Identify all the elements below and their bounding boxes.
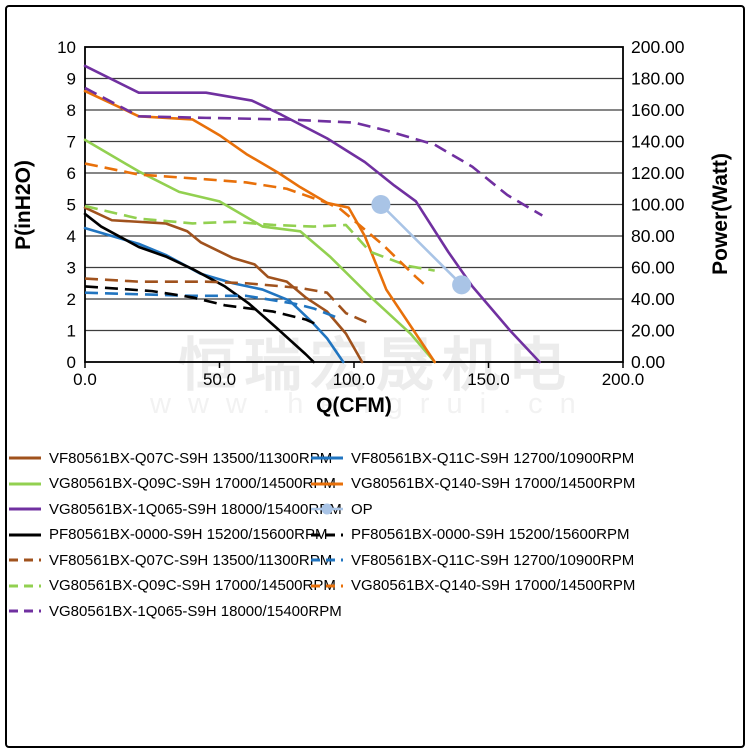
series-vg80561bx-q140-s9h-17000-14500rpm-dashed: [84, 162, 428, 288]
op-point-marker: [452, 275, 472, 295]
legend-item: VG80561BX-1Q065-S9H 18000/15400RPM: [8, 602, 342, 620]
legend-label: VF80561BX-Q11C-S9H 12700/10900RPM: [351, 551, 635, 569]
y-left-tick-label: 2: [67, 290, 76, 309]
series-pf80561bx-0000-s9h-15200-15600rpm-dashed: [84, 285, 317, 326]
legend-swatch-solid: [9, 533, 41, 536]
legend-item: VG80561BX-1Q065-S9H 18000/15400RPM: [8, 500, 342, 518]
series-vg80561bx-1q065-s9h-18000-15400rpm-dashed: [84, 86, 543, 217]
legend-label: VF80561BX-Q11C-S9H 12700/10900RPM: [351, 449, 635, 467]
legend-label: VF80561BX-Q07C-S9H 13500/11300RPM: [49, 449, 333, 467]
legend-item: VF80561BX-Q11C-S9H 12700/10900RPM: [310, 449, 634, 467]
y-right-tick-label: 120.00: [631, 163, 685, 183]
y-right-tick-label: 180.00: [631, 69, 685, 89]
y-left-tick-label: 5: [67, 196, 76, 215]
legend-item: VG80561BX-Q140-S9H 17000/14500RPM: [310, 475, 635, 493]
x-tick-label: 0.0: [73, 370, 97, 389]
series-vg80561bx-q09c-s9h-17000-14500rpm-dashed: [84, 204, 435, 272]
y-left-tick-label: 9: [67, 70, 76, 89]
y-left-tick-label: 7: [67, 133, 76, 152]
legend-swatch-solid: [9, 456, 41, 460]
legend-label: VG80561BX-1Q065-S9H 18000/15400RPM: [49, 602, 342, 620]
legend-label: PF80561BX-0000-S9H 15200/15600RPM: [351, 526, 630, 543]
series-vf80561bx-q11c-s9h-12700-10900rpm-dashed: [84, 291, 339, 320]
legend-item: VG80561BX-Q09C-S9H 17000/14500RPM: [8, 475, 336, 493]
legend-label: OP: [351, 500, 373, 518]
legend-item: VF80561BX-Q07C-S9H 13500/11300RPM: [8, 551, 332, 569]
series-vg80561bx-q09c-s9h-17000-14500rpm-solid: [83, 138, 437, 364]
y-left-tick-label: 3: [67, 259, 76, 278]
legend-swatch-solid: [9, 507, 41, 511]
watermark-company-name: 恒瑞宏晟机电: [178, 333, 575, 398]
legend-swatch-solid: [311, 456, 343, 460]
x-tick-label: 200.0: [602, 370, 645, 389]
y-right-tick-label: 80.00: [631, 226, 675, 246]
y-left-axis-title: P(inH2O): [12, 160, 35, 250]
legend-label: VG80561BX-1Q065-S9H 18000/15400RPM: [49, 500, 342, 518]
series-vg80561bx-q140-s9h-17000-14500rpm-solid: [83, 89, 437, 364]
legend-swatch-dashed: [311, 584, 343, 587]
legend-item: OP: [310, 500, 373, 518]
y-right-tick-label: 20.00: [631, 321, 675, 341]
y-right-tick-label: 0.00: [631, 352, 665, 372]
x-tick-label: 100.0: [333, 370, 376, 389]
legend-label: VG80561BX-Q140-S9H 17000/14500RPM: [351, 577, 636, 594]
legend-label: VG80561BX-Q09C-S9H 17000/14500RPM: [49, 577, 336, 594]
y-right-tick-label: 160.00: [631, 100, 685, 120]
x-tick-label: 50.0: [203, 370, 236, 389]
legend-swatch-op: [311, 503, 343, 515]
y-left-tick-label: 0: [67, 353, 76, 372]
y-right-axis-title: Power(Watt): [709, 153, 732, 275]
y-right-tick-label: 200.00: [631, 37, 685, 57]
legend-swatch-dashed: [9, 558, 41, 562]
legend-item: PF80561BX-0000-S9H 15200/15600RPM: [8, 526, 328, 544]
legend-swatch-dashed: [9, 584, 41, 587]
legend-item: VG80561BX-Q09C-S9H 17000/14500RPM: [8, 577, 336, 595]
series-pf80561bx-0000-s9h-15200-15600rpm-solid: [83, 212, 315, 364]
y-right-tick-label: 140.00: [631, 132, 685, 152]
legend-item: VF80561BX-Q07C-S9H 13500/11300RPM: [8, 449, 332, 467]
pq-performance-chart: 0.0 50.0 100.0 150.0 200.00123456789100.0020…: [12, 37, 732, 417]
legend-item: VG80561BX-Q140-S9H 17000/14500RPM: [310, 577, 635, 595]
x-tick-label: 150.0: [467, 370, 510, 389]
legend-item: PF80561BX-0000-S9H 15200/15600RPM: [310, 526, 630, 544]
legend-swatch-dashed: [9, 609, 41, 613]
op-point-marker: [371, 195, 391, 214]
y-left-tick-label: 4: [67, 227, 76, 246]
series-vf80561bx-q07c-s9h-13500-11300rpm-solid: [83, 206, 364, 364]
y-left-tick-label: 8: [67, 101, 76, 120]
legend-label: PF80561BX-0000-S9H 15200/15600RPM: [49, 526, 328, 543]
y-right-tick-label: 60.00: [631, 258, 675, 278]
legend-swatch-solid: [9, 482, 41, 485]
y-right-tick-label: 100.00: [631, 195, 685, 215]
y-right-tick-label: 40.00: [631, 289, 675, 309]
legend-label: VG80561BX-Q09C-S9H 17000/14500RPM: [49, 475, 336, 492]
x-axis-title: Q(CFM): [316, 394, 392, 417]
watermark-website-url: www.hengrui.cn: [150, 388, 593, 420]
legend-item: VF80561BX-Q11C-S9H 12700/10900RPM: [310, 551, 634, 569]
legend-swatch-dashed: [311, 533, 343, 536]
y-left-tick-label: 6: [67, 164, 76, 183]
legend-swatch-dashed: [311, 558, 343, 562]
series-vf80561bx-q07c-s9h-13500-11300rpm-dashed: [84, 277, 368, 324]
legend-label: VG80561BX-Q140-S9H 17000/14500RPM: [351, 475, 636, 492]
y-left-tick-label: 10: [57, 38, 76, 57]
series-vg80561bx-1q065-s9h-18000-15400rpm-solid: [83, 64, 541, 364]
y-left-tick-label: 1: [67, 322, 76, 341]
legend-swatch-solid: [311, 482, 343, 485]
legend-label: VF80561BX-Q07C-S9H 13500/11300RPM: [49, 551, 333, 569]
series-op-solid: [379, 203, 463, 287]
